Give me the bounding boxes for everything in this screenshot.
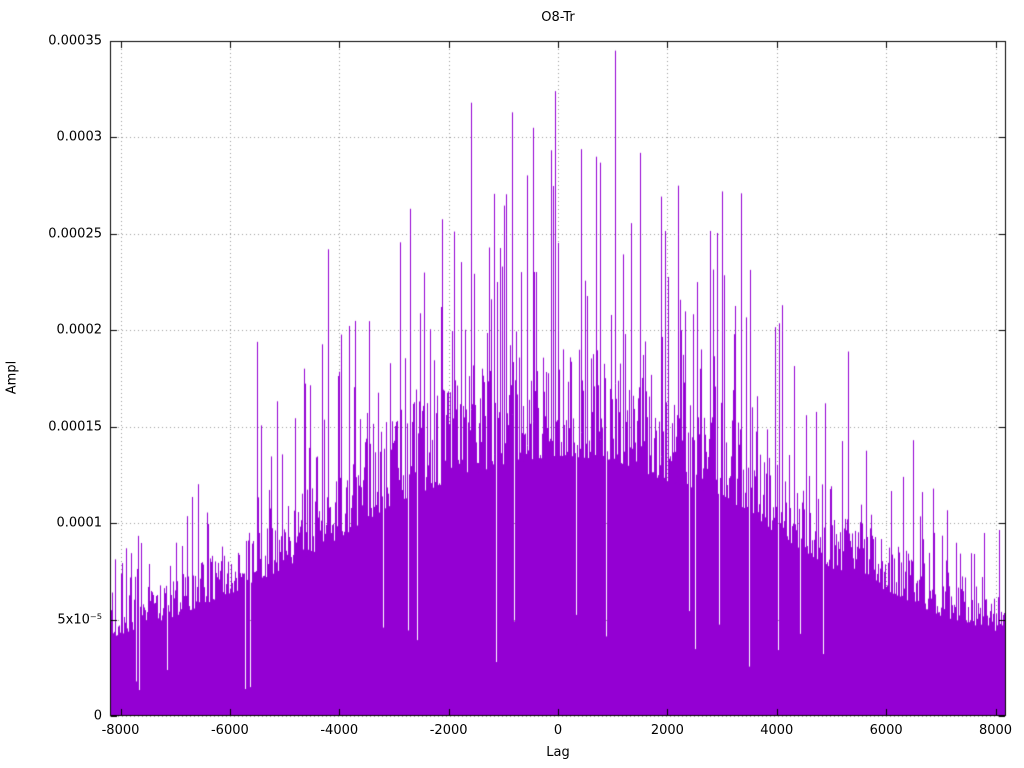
chart-title: O8-Tr [541,10,575,25]
y-axis-label: Ampl [4,360,20,395]
x-tick-label: 8000 [978,723,1013,738]
x-tick-label: -8000 [101,723,140,738]
y-tick-label: 0.0002 [56,322,103,338]
x-tick-label: -4000 [320,723,359,738]
y-tick-label: 0.00025 [48,226,102,242]
y-tick-label: 0.0003 [56,129,103,145]
x-tick-label: -6000 [210,723,249,738]
y-tick-label: 0.00035 [48,33,102,49]
y-tick-label: 0 [93,708,102,724]
x-tick-label: 0 [553,723,563,738]
y-tick-label: 0.00015 [48,419,102,435]
x-tick-label: 2000 [650,723,684,738]
x-tick-label: 4000 [760,723,794,738]
x-axis-label: Lag [546,745,570,760]
y-tick-label: 0.0001 [56,515,103,531]
x-tick-label: -2000 [429,723,468,738]
x-tick-label: 6000 [869,723,903,738]
y-tick-label: 5x10⁻⁵ [57,612,102,628]
